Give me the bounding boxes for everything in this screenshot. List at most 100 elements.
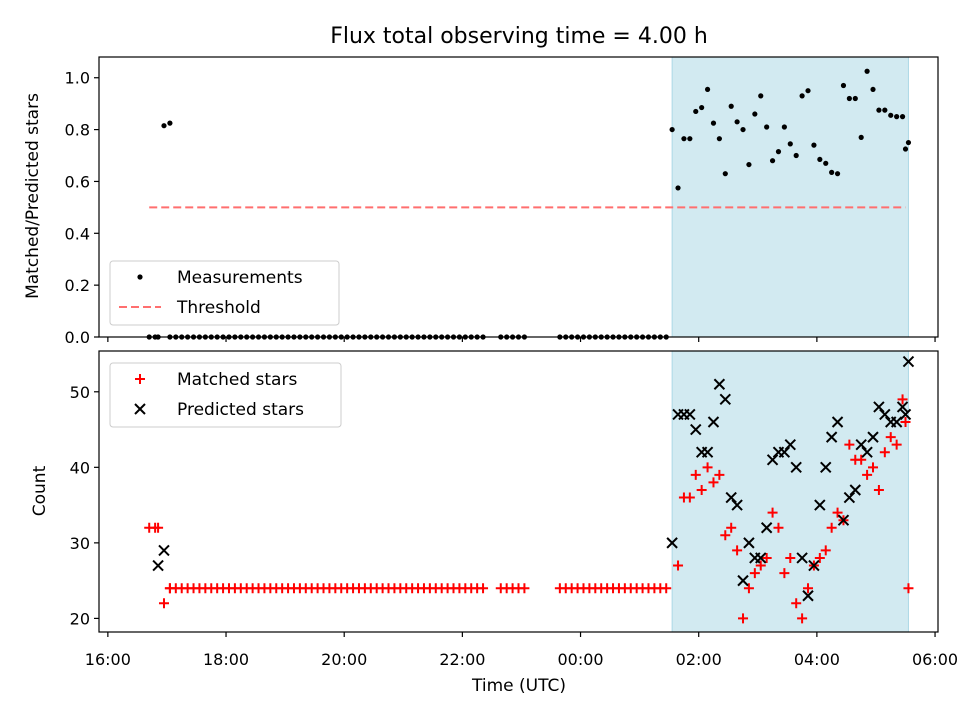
measurement-point bbox=[710, 120, 717, 126]
matched-point bbox=[832, 507, 843, 518]
x-tick-label: 18:00 bbox=[203, 650, 249, 669]
measurement-point bbox=[823, 160, 829, 166]
predicted-point bbox=[737, 574, 749, 587]
matched-point bbox=[761, 552, 772, 563]
measurement-point bbox=[840, 82, 847, 89]
matched-point bbox=[519, 583, 530, 594]
predicted-point bbox=[861, 446, 873, 458]
predicted-point bbox=[790, 461, 802, 474]
predicted-point bbox=[855, 438, 867, 451]
counts-observing-span bbox=[672, 351, 909, 632]
x-tick-label: 06:00 bbox=[912, 650, 958, 669]
matched-point bbox=[743, 583, 754, 594]
predicted-point bbox=[843, 491, 856, 504]
predicted-point bbox=[802, 590, 814, 602]
measurement-point bbox=[722, 171, 728, 177]
predicted-point bbox=[731, 499, 743, 511]
chart-title: Flux total observing time = 4.00 h bbox=[330, 24, 708, 49]
matched-point bbox=[891, 439, 902, 450]
matched-point bbox=[135, 374, 145, 384]
matched-point bbox=[684, 492, 695, 503]
measurement-point bbox=[167, 120, 173, 126]
matched-point bbox=[661, 583, 672, 594]
predicted-point bbox=[820, 461, 832, 474]
measurement-point bbox=[864, 68, 870, 74]
bottom-y-axis-label: Count bbox=[30, 465, 50, 516]
measurement-point bbox=[699, 104, 705, 111]
matched-point bbox=[903, 583, 914, 594]
top-y-axis-label: Matched/Predicted stars bbox=[23, 93, 43, 299]
measurement-point bbox=[787, 141, 793, 147]
counts-axes-frame bbox=[98, 350, 939, 633]
measurement-point bbox=[882, 107, 888, 113]
measurement-point bbox=[805, 88, 811, 94]
measurement-point bbox=[764, 124, 770, 130]
predicted-point bbox=[814, 499, 826, 511]
ratio-axes-frame bbox=[98, 56, 939, 338]
x-tick-label: 04:00 bbox=[794, 650, 840, 669]
matched-point bbox=[767, 507, 778, 518]
matched-point bbox=[158, 598, 169, 609]
ratio-y-tick-label: 0.6 bbox=[65, 172, 90, 191]
predicted-point bbox=[701, 446, 714, 458]
measurement-point bbox=[693, 108, 699, 115]
measurement-point bbox=[769, 158, 776, 164]
predicted-point bbox=[784, 438, 796, 451]
measurement-point bbox=[858, 134, 864, 140]
predicted-point bbox=[158, 544, 170, 557]
matched-point bbox=[785, 552, 796, 563]
matched-point bbox=[773, 522, 784, 533]
matched-point bbox=[803, 583, 814, 594]
legend-label-measurements: Measurements bbox=[177, 268, 303, 288]
matched-point bbox=[153, 522, 164, 533]
legend-label-threshold: Threshold bbox=[176, 298, 261, 318]
predicted-point bbox=[796, 552, 808, 564]
counts-y-tick-label: 50 bbox=[70, 383, 90, 402]
measurement-point bbox=[852, 95, 858, 102]
matched-point bbox=[732, 545, 743, 556]
matched-point bbox=[478, 583, 489, 594]
measurement-point bbox=[669, 126, 675, 133]
matched-point bbox=[844, 439, 855, 450]
legend-marker-measurements bbox=[137, 274, 143, 280]
counts-y-tick-label: 20 bbox=[70, 609, 90, 628]
matched-point bbox=[897, 394, 908, 405]
measurement-point bbox=[752, 111, 758, 117]
measurement-point bbox=[734, 119, 740, 125]
ratio-y-tick-label: 0.8 bbox=[65, 121, 90, 140]
predicted-point bbox=[778, 446, 791, 458]
matched-point bbox=[900, 417, 911, 428]
x-tick-label: 20:00 bbox=[321, 650, 367, 669]
predicted-point bbox=[719, 393, 732, 406]
matched-point bbox=[797, 613, 808, 624]
x-axis-label: Time (UTC) bbox=[471, 676, 566, 696]
predicted-point bbox=[831, 416, 844, 428]
ratio-y-tick-label: 1.0 bbox=[65, 69, 90, 88]
predicted-point bbox=[766, 454, 779, 466]
matched-point bbox=[862, 469, 873, 480]
measurement-point bbox=[687, 136, 693, 142]
predicted-point bbox=[690, 423, 702, 436]
measurement-point bbox=[899, 114, 906, 120]
predicted-point bbox=[134, 403, 146, 415]
predicted-point bbox=[707, 416, 720, 428]
measurement-point bbox=[675, 185, 681, 191]
matched-point bbox=[738, 613, 749, 624]
measurement-point bbox=[894, 114, 900, 120]
predicted-point bbox=[755, 552, 767, 564]
matched-point bbox=[791, 598, 802, 609]
measurement-point bbox=[781, 124, 787, 130]
matched-point bbox=[708, 477, 719, 488]
predicted-point bbox=[879, 408, 891, 421]
predicted-point bbox=[902, 355, 915, 368]
matched-point bbox=[826, 522, 837, 533]
measurement-point bbox=[793, 152, 799, 159]
legend-marker-predicted-stars bbox=[134, 403, 146, 415]
predicted-point bbox=[743, 537, 755, 549]
matched-point bbox=[873, 484, 884, 495]
measurement-point bbox=[817, 156, 823, 163]
matched-point bbox=[814, 552, 825, 563]
matched-point bbox=[868, 462, 879, 473]
counts-y-tick-label: 30 bbox=[70, 534, 90, 553]
